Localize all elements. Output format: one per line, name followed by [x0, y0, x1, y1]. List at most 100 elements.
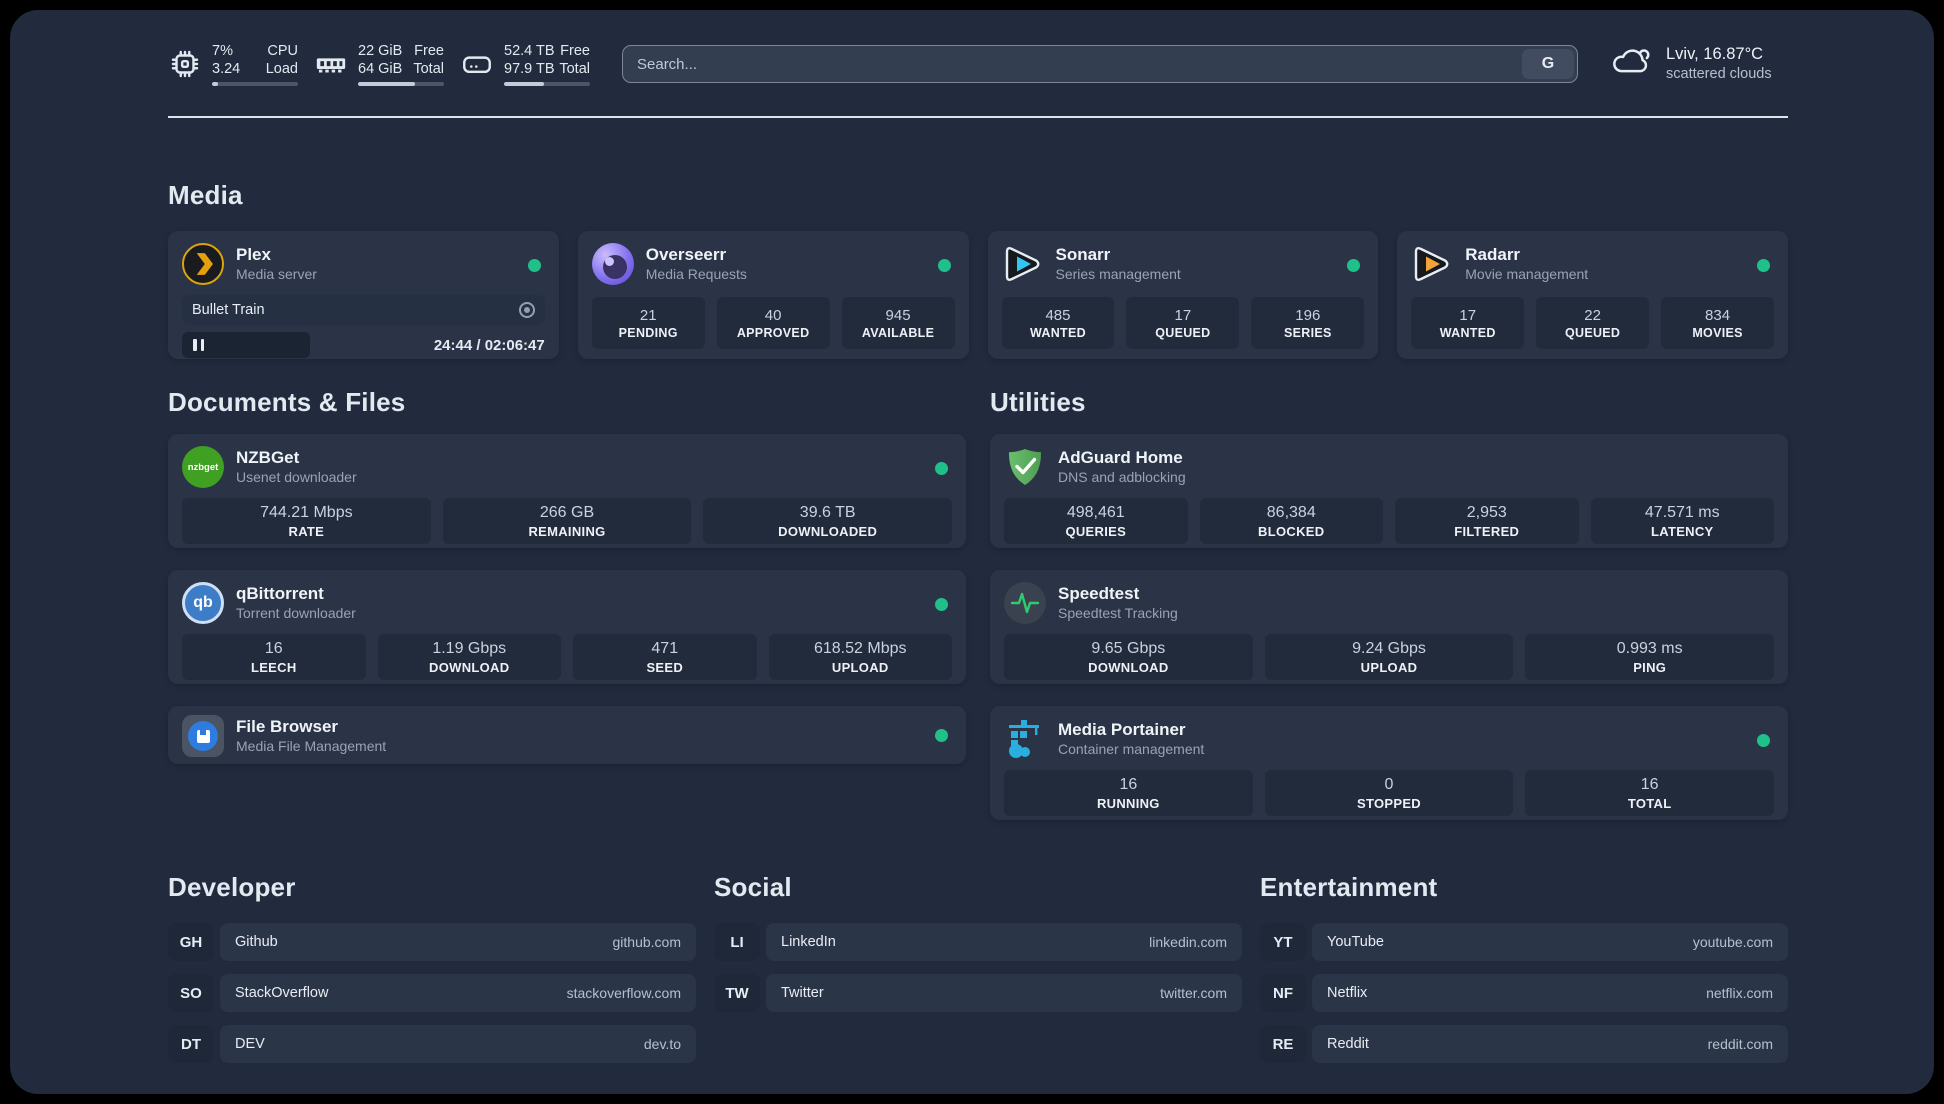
bookmark-abbr: YT: [1260, 923, 1306, 961]
cpu-label: CPU: [267, 43, 298, 59]
speedtest-icon: [1004, 582, 1046, 624]
bookmark-name: Twitter: [781, 985, 824, 1001]
sonarr-icon: [1002, 243, 1044, 285]
now-playing-title: Bullet Train: [192, 302, 265, 318]
sonarr-card[interactable]: Sonarr Series management 485 WANTED 17 QUE…: [987, 231, 1379, 359]
portainer-card[interactable]: Media Portainer Container management 16 R…: [990, 706, 1788, 820]
cpu-progress-bar: [212, 82, 298, 86]
radarr-card[interactable]: Radarr Movie management 17 WANTED 22 QUEUE…: [1397, 231, 1788, 359]
disk-free-value: 52.4 TB: [504, 43, 555, 59]
bookmark-abbr: LI: [714, 923, 760, 961]
stat-box: 9.24 Gbps UPLOAD: [1264, 634, 1514, 680]
status-dot: [1757, 734, 1770, 747]
app-desc: Speedtest Tracking: [1058, 605, 1178, 621]
app-desc: DNS and adblocking: [1058, 469, 1186, 485]
bookmark-dev[interactable]: DT DEV dev.to: [168, 1025, 696, 1063]
bookmark-stackoverflow[interactable]: SO StackOverflow stackoverflow.com: [168, 974, 696, 1012]
weather-condition: scattered clouds: [1666, 66, 1772, 82]
cpu-load-label: Load: [265, 61, 298, 77]
bookmark-name: Github: [235, 934, 278, 950]
cloud-icon: [1608, 44, 1654, 84]
bookmark-youtube[interactable]: YT YouTube youtube.com: [1260, 923, 1788, 961]
app-name: AdGuard Home: [1058, 448, 1183, 467]
app-name: Overseerr: [645, 245, 727, 264]
app-desc: Media File Management: [236, 738, 387, 754]
section-title-entertainment: Entertainment: [1260, 872, 1438, 902]
bookmark-group-entertainment: Entertainment YT YouTube youtube.com NF …: [1260, 872, 1788, 1063]
cpu-stat: 7% 3.24 CPU Load: [168, 42, 298, 86]
utilities-column: Utilities AdGuard Home: [990, 387, 1788, 820]
app-name: Plex: [236, 245, 271, 264]
stat-box: 17 QUEUED: [1126, 297, 1240, 349]
stat-box: 498,461 QUERIES: [1004, 498, 1188, 544]
qbittorrent-card[interactable]: qb qBittorrent Torrent downloader 16 LEEC…: [168, 570, 966, 684]
status-dot: [935, 729, 948, 742]
weather-widget: Lviv, 16.87°C scattered clouds: [1608, 44, 1788, 84]
bookmark-netflix[interactable]: NF Netflix netflix.com: [1260, 974, 1788, 1012]
nzbget-icon: nzbget: [182, 446, 224, 488]
filebrowser-icon: [182, 715, 224, 757]
cpu-load-value: 3.24: [212, 61, 241, 77]
search-provider-button[interactable]: G: [1522, 49, 1574, 79]
overseerr-icon: [591, 243, 634, 285]
app-name: File Browser: [236, 717, 339, 736]
pause-button[interactable]: [182, 332, 310, 358]
plex-card[interactable]: Plex Media server Bullet Train 24:44 / 0…: [168, 231, 559, 359]
app-desc: Movie management: [1465, 266, 1589, 282]
header-divider: [168, 116, 1788, 118]
adguard-card[interactable]: AdGuard Home DNS and adblocking 498,461 Q…: [990, 434, 1788, 548]
stat-box: 16 RUNNING: [1004, 770, 1253, 816]
stat-box: 40 APPROVED: [716, 297, 830, 349]
bookmark-url: dev.to: [643, 1036, 681, 1052]
bookmark-url: linkedin.com: [1149, 934, 1227, 950]
bookmark-abbr: TW: [714, 974, 760, 1012]
ram-free-value: 22 GiB: [358, 43, 403, 59]
search-input[interactable]: [623, 55, 1519, 73]
bookmark-abbr: NF: [1260, 974, 1306, 1012]
bookmark-url: stackoverflow.com: [566, 985, 681, 1001]
search-bar[interactable]: G: [622, 45, 1578, 83]
dashboard-panel: 7% 3.24 CPU Load: [10, 10, 1934, 1094]
section-title-media: Media: [168, 180, 243, 210]
bookmark-twitter[interactable]: TW Twitter twitter.com: [714, 974, 1242, 1012]
stat-box: 39.6 TB DOWNLOADED: [703, 498, 953, 544]
system-stats: 7% 3.24 CPU Load: [168, 42, 590, 86]
bookmark-group-developer: Developer GH Github github.com SO StackO…: [168, 872, 696, 1063]
filebrowser-card[interactable]: File Browser Media File Management: [168, 706, 966, 764]
stat-box: 471 SEED: [573, 634, 757, 680]
qbittorrent-icon: qb: [182, 582, 224, 624]
stat-box: 485 WANTED: [1001, 297, 1115, 349]
bookmark-reddit[interactable]: RE Reddit reddit.com: [1260, 1025, 1788, 1063]
status-dot: [1757, 259, 1770, 272]
stat-box: 22 QUEUED: [1536, 297, 1650, 349]
bookmark-github[interactable]: GH Github github.com: [168, 923, 696, 961]
bookmark-name: Reddit: [1327, 1036, 1369, 1052]
stat-box: 17 WANTED: [1411, 297, 1525, 349]
app-desc: Media server: [236, 266, 317, 282]
overseerr-card[interactable]: Overseerr Media Requests 21 PENDING 40 APP…: [577, 231, 969, 359]
app-name: Speedtest: [1058, 584, 1140, 603]
disk-progress-bar: [504, 82, 590, 86]
nzbget-card[interactable]: nzbget NZBGet Usenet downloader 744.21 M…: [168, 434, 966, 548]
playback-time: 24:44 / 02:06:47: [433, 336, 545, 354]
bookmark-url: netflix.com: [1706, 985, 1773, 1001]
app-desc: Container management: [1058, 741, 1205, 757]
portainer-icon: [1004, 718, 1046, 760]
session-icon: [518, 302, 535, 318]
section-title-utilities: Utilities: [990, 387, 1086, 417]
header: 7% 3.24 CPU Load: [168, 40, 1788, 88]
speedtest-card[interactable]: Speedtest Speedtest Tracking 9.65 Gbps DO…: [990, 570, 1788, 684]
stat-box: 618.52 Mbps UPLOAD: [768, 634, 952, 680]
stat-box: 196 SERIES: [1251, 297, 1365, 349]
app-desc: Series management: [1055, 266, 1181, 282]
ram-icon: [314, 47, 350, 81]
bookmark-abbr: GH: [168, 923, 214, 961]
bookmarks: Developer GH Github github.com SO StackO…: [168, 872, 1788, 1063]
app-desc: Usenet downloader: [236, 469, 357, 485]
ram-total-label: Total: [413, 61, 444, 77]
bookmark-linkedin[interactable]: LI LinkedIn linkedin.com: [714, 923, 1242, 961]
app-name: NZBGet: [236, 448, 300, 467]
stat-box: 47.571 ms LATENCY: [1590, 498, 1774, 544]
stat-box: 0 STOPPED: [1264, 770, 1514, 816]
ram-free-label: Free: [414, 43, 444, 59]
